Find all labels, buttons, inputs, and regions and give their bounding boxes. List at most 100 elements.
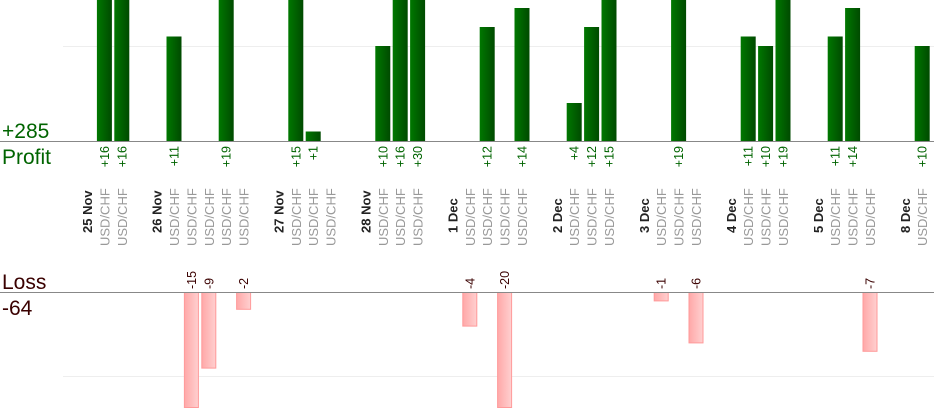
profit-bar [166, 36, 182, 141]
profit-value-label: +14 [516, 146, 530, 167]
symbol-label: USD/CHF [219, 188, 234, 246]
profit-value-label: +19 [777, 146, 791, 167]
profit-bar [514, 8, 530, 141]
profit-value-label: +11 [168, 146, 182, 166]
symbol-label: USD/CHF [97, 188, 112, 246]
symbol-label: USD/CHF [915, 188, 930, 246]
profit-bar [758, 46, 774, 141]
symbol-label: USD/CHF [393, 188, 408, 246]
profit-value-label: +19 [220, 146, 234, 167]
symbol-label: USD/CHF [602, 188, 617, 246]
symbol-label: USD/CHF [498, 188, 513, 246]
date-label: 3 Dec [637, 198, 652, 233]
profit-bar [288, 0, 304, 141]
symbol-label: USD/CHF [515, 188, 530, 246]
symbol-label: USD/CHF [289, 188, 304, 246]
symbol-label: USD/CHF [411, 188, 426, 246]
profit-total: +285 [2, 120, 49, 143]
symbol-label: USD/CHF [202, 188, 217, 246]
profit-label: Profit [2, 146, 51, 169]
symbol-label: USD/CHF [672, 188, 687, 246]
loss-bar [183, 292, 199, 408]
symbol-label: USD/CHF [567, 188, 582, 246]
symbol-label: USD/CHF [741, 188, 756, 246]
profit-bar [305, 131, 321, 141]
date-label: 26 Nov [150, 190, 165, 233]
profit-bar [479, 27, 495, 141]
profit-value-label: +12 [481, 146, 495, 167]
profit-value-label: +15 [289, 146, 303, 167]
loss-bar [236, 292, 252, 310]
profit-bar [375, 46, 391, 141]
profit-bar [775, 0, 791, 141]
symbol-label: USD/CHF [776, 188, 791, 246]
profit-bar [584, 27, 600, 141]
symbol-label: USD/CHF [184, 188, 199, 246]
loss-value-label: -4 [463, 278, 477, 289]
loss-value-label: -2 [237, 278, 251, 289]
loss-bar [201, 292, 217, 369]
profit-value-label: +19 [672, 146, 686, 167]
date-label: 4 Dec [724, 198, 739, 233]
date-label: 27 Nov [271, 190, 286, 233]
profit-bar [914, 46, 930, 141]
symbol-label: USD/CHF [167, 188, 182, 246]
loss-bar [688, 292, 704, 344]
profit-value-label: +30 [411, 146, 425, 167]
symbol-label: USD/CHF [846, 188, 861, 246]
loss-value-label: -7 [864, 278, 878, 289]
loss-bar [497, 292, 513, 408]
symbol-label: USD/CHF [376, 188, 391, 246]
date-label: 2 Dec [550, 198, 565, 233]
loss-value-label: -1 [655, 278, 669, 289]
symbol-label: USD/CHF [306, 188, 321, 246]
profit-value-label: +10 [759, 146, 773, 167]
profit-value-label: +10 [376, 146, 390, 167]
loss-value-label: -15 [185, 271, 199, 289]
symbol-label: USD/CHF [654, 188, 669, 246]
profit-value-label: +16 [115, 146, 129, 167]
profit-bar [392, 0, 408, 141]
profit-value-label: +16 [98, 146, 112, 167]
profit-bar [96, 0, 112, 141]
profit-bar [740, 36, 756, 141]
profit-bar [566, 103, 582, 141]
loss-total: -64 [2, 297, 33, 320]
loss-value-label: -9 [202, 278, 216, 289]
profit-bar [114, 0, 130, 141]
symbol-label: USD/CHF [324, 188, 339, 246]
loss-value-label: -6 [690, 278, 704, 289]
symbol-label: USD/CHF [480, 188, 495, 246]
profit-value-label: +15 [603, 146, 617, 167]
loss-label: Loss [2, 271, 46, 294]
date-label: 1 Dec [445, 198, 460, 233]
loss-bar [862, 292, 878, 352]
profit-value-label: +10 [916, 146, 930, 167]
symbol-label: USD/CHF [585, 188, 600, 246]
profit-value-label: +14 [846, 146, 860, 167]
profit-bar [671, 0, 687, 141]
symbol-label: USD/CHF [115, 188, 130, 246]
profit-bar [601, 0, 617, 141]
loss-value-label: -20 [498, 271, 512, 289]
symbol-label: USD/CHF [759, 188, 774, 246]
date-label: 5 Dec [811, 198, 826, 233]
symbol-label: USD/CHF [689, 188, 704, 246]
profit-value-label: +11 [742, 146, 756, 166]
profit-value-label: +16 [394, 146, 408, 167]
profit-value-label: +11 [829, 146, 843, 166]
loss-bar [462, 292, 478, 327]
profit-bar [218, 0, 234, 141]
profit-bar [410, 0, 426, 141]
profit-bar [827, 36, 843, 141]
symbol-label: USD/CHF [237, 188, 252, 246]
symbol-label: USD/CHF [463, 188, 478, 246]
symbol-label: USD/CHF [863, 188, 878, 246]
profit-value-label: +4 [568, 146, 582, 160]
date-label: 8 Dec [898, 198, 913, 233]
symbol-label: USD/CHF [828, 188, 843, 246]
date-label: 28 Nov [358, 190, 373, 233]
profit-value-label: +12 [585, 146, 599, 167]
loss-bar [653, 292, 669, 302]
